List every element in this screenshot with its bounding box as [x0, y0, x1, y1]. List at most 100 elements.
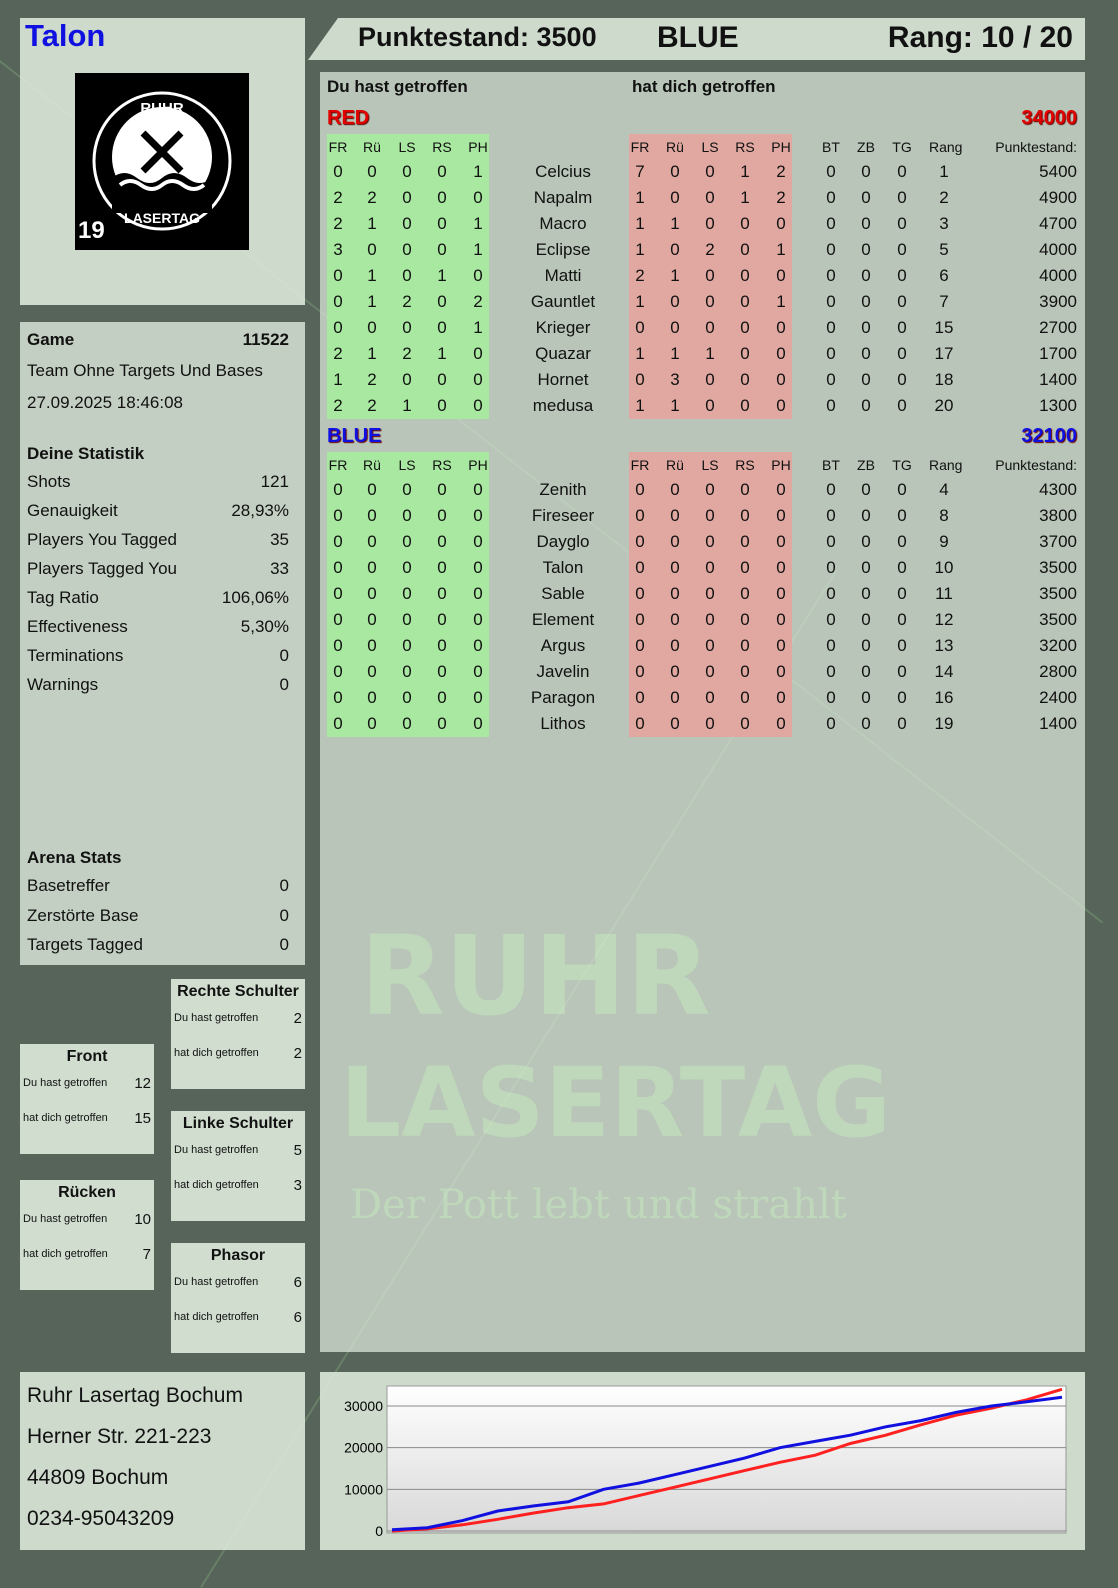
stat-cell: 0: [635, 662, 645, 681]
column-header: FR: [630, 457, 650, 473]
stat-cell: 0: [473, 266, 483, 285]
chart-panel: 0 10000 20000 30000: [320, 1372, 1085, 1550]
hit-zone-linke-schulter: Linke Schulter Du hast getroffen 5 hat dich…: [171, 1111, 305, 1221]
stat-cell: 0: [897, 532, 907, 551]
player-score: 3800: [1039, 506, 1077, 525]
stat-cell: 1: [670, 344, 680, 363]
zone-title: Linke Schulter: [182, 1115, 294, 1132]
column-header: RS: [432, 457, 452, 473]
zone-you-hit-value: 6: [293, 1274, 302, 1291]
stat-cell: 0: [776, 266, 786, 285]
stat-cell: 0: [333, 532, 343, 551]
stat-cell: 2: [333, 396, 343, 415]
stat-cell: 0: [705, 162, 715, 181]
player-row: 0 0 0 0 0 Argus 0 0 0 0 0 0 0 0 13 3200: [320, 636, 1085, 660]
stat-cell: 1: [402, 396, 412, 415]
stat-cell: 0: [826, 714, 836, 733]
stat-label: Tag Ratio: [27, 588, 99, 607]
stat-value: 35: [270, 530, 289, 549]
stat-cell: 0: [740, 688, 750, 707]
column-header: LS: [701, 139, 719, 155]
stat-value: 0: [279, 646, 289, 665]
stat-cell: 0: [670, 318, 680, 337]
stat-cell: 0: [635, 370, 645, 389]
stat-cell: 1: [705, 344, 715, 363]
zone-you-hit-value: 10: [134, 1211, 151, 1228]
player-row: 0 0 0 0 0 Zenith 0 0 0 0 0 0 0 0 4 4300: [320, 480, 1085, 504]
stat-cell: 0: [897, 344, 907, 363]
stat-cell: 2: [333, 214, 343, 233]
stat-cell: 0: [437, 532, 447, 551]
stat-cell: 0: [635, 636, 645, 655]
stat-cell: 11: [935, 584, 953, 603]
stat-cell: 0: [776, 662, 786, 681]
player-name: Celcius: [535, 162, 591, 181]
watermark-lasertag: LASERTAG: [340, 1047, 891, 1159]
player-score: 4000: [1039, 266, 1077, 285]
hit-you-heading: hat dich getroffen: [632, 77, 776, 96]
arena-stat-label: Zerstörte Base: [27, 905, 139, 925]
stat-cell: 0: [402, 584, 412, 603]
stat-cell: 0: [635, 714, 645, 733]
stat-cell: 8: [939, 506, 949, 525]
stat-cell: 0: [333, 714, 343, 733]
stat-cell: 1: [473, 318, 483, 337]
column-header: Punktestand:: [995, 139, 1077, 155]
column-header: LS: [398, 139, 416, 155]
stat-label: Players Tagged You: [27, 559, 177, 578]
zone-hit-you-value: 7: [142, 1246, 151, 1263]
stat-cell: 0: [705, 558, 715, 577]
stat-cell: 1: [473, 162, 483, 181]
stat-cell: 3: [939, 214, 949, 233]
player-name: Fireseer: [531, 506, 595, 525]
zone-hit-you-value: 3: [293, 1177, 302, 1194]
stat-value: 106,06%: [221, 588, 289, 607]
stat-cell: 0: [437, 318, 447, 337]
stat-cell: 1: [437, 344, 447, 363]
stat-cell: 0: [897, 662, 907, 681]
zone-title: Rechte Schulter: [177, 983, 299, 1000]
stat-cell: 0: [740, 396, 750, 415]
player-rank: Rang: 10 / 20: [887, 21, 1073, 54]
stat-cell: 0: [670, 610, 680, 629]
player-row: 2 2 1 0 0 medusa 1 1 0 0 0 0 0 0 20 1300: [320, 396, 1085, 420]
stat-cell: 0: [705, 396, 715, 415]
player-row: 2 1 0 0 1 Macro 1 1 0 0 0 0 0 0 3 4700: [320, 214, 1085, 238]
column-header: TG: [892, 139, 912, 155]
game-datetime: 27.09.2025 18:46:08: [27, 393, 183, 412]
stat-cell: 0: [437, 162, 447, 181]
zone-you-hit-label: Du hast getroffen: [174, 1276, 259, 1288]
stat-cell: 0: [861, 266, 871, 285]
column-header: BT: [822, 139, 840, 155]
watermark-ruhr: RUHR: [360, 912, 711, 1040]
stat-cell: 0: [776, 344, 786, 363]
svg-text:19: 19: [78, 217, 105, 244]
zone-you-hit-value: 2: [293, 1010, 302, 1027]
column-header: RS: [735, 139, 755, 155]
column-header: Rang: [929, 457, 963, 473]
stat-cell: 0: [402, 532, 412, 551]
stat-cell: 0: [473, 662, 483, 681]
stat-cell: 0: [473, 714, 483, 733]
stat-value: 0: [279, 675, 289, 694]
stat-cell: 0: [740, 214, 750, 233]
column-header: TG: [892, 457, 912, 473]
stat-cell: 10: [934, 558, 954, 577]
stat-cell: 0: [861, 584, 871, 603]
stat-cell: 2: [367, 396, 377, 415]
stat-cell: 1: [367, 292, 377, 311]
player-row: 0 0 0 0 0 Lithos 0 0 0 0 0 0 0 0 19 1400: [320, 714, 1085, 738]
player-name: Sable: [541, 584, 585, 603]
player-name: Argus: [540, 636, 586, 655]
player-panel: Talon RUHR LASERTAG 19: [20, 18, 305, 305]
stat-cell: 0: [826, 240, 836, 259]
column-header: RS: [432, 139, 452, 155]
stat-cell: 1: [437, 266, 447, 285]
stat-cell: 0: [367, 318, 377, 337]
stat-cell: 0: [367, 506, 377, 525]
zone-hit-you-label: hat dich getroffen: [23, 1248, 108, 1260]
player-name: Quazar: [535, 344, 591, 363]
stat-cell: 0: [897, 370, 907, 389]
stat-cell: 0: [776, 714, 786, 733]
player-score: 4900: [1039, 188, 1077, 207]
